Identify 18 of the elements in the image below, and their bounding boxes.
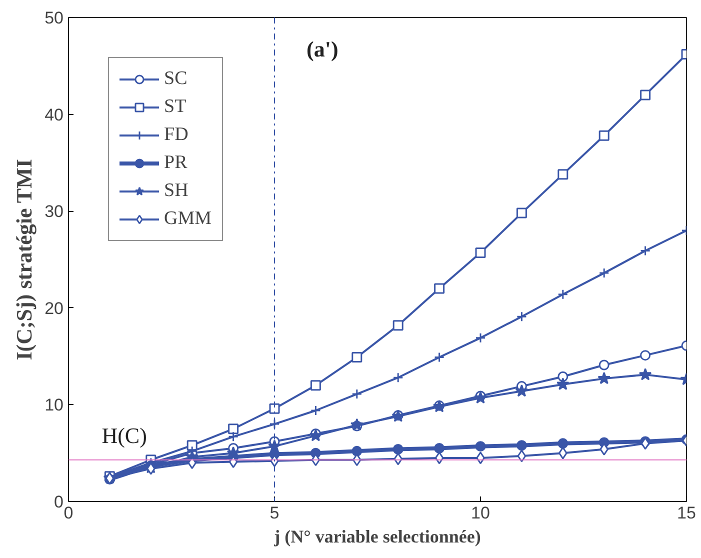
legend-label: GMM <box>164 208 212 230</box>
y-axis-title: I(C;Sj) stratégie TMI <box>12 159 37 360</box>
legend-label: PR <box>164 152 188 174</box>
legend-label: SH <box>164 180 188 202</box>
x-tick-label: 5 <box>270 504 280 522</box>
y-tick-label: 20 <box>44 298 64 318</box>
y-tick-label: 10 <box>44 396 64 415</box>
y-tick-label: 40 <box>44 105 64 124</box>
legend-label: FD <box>164 124 188 146</box>
y-tick-label: 50 <box>44 8 64 28</box>
annotation: (a') <box>306 36 338 62</box>
legend-label: SC <box>164 68 188 90</box>
ref-line-label: H(C) <box>102 422 147 448</box>
x-tick-label: 15 <box>677 504 696 522</box>
x-axis-title: j (N° variable selectionnée) <box>273 526 481 546</box>
x-tick-label: 10 <box>471 504 490 522</box>
legend-label: ST <box>164 96 186 118</box>
y-tick-label: 30 <box>44 202 64 222</box>
